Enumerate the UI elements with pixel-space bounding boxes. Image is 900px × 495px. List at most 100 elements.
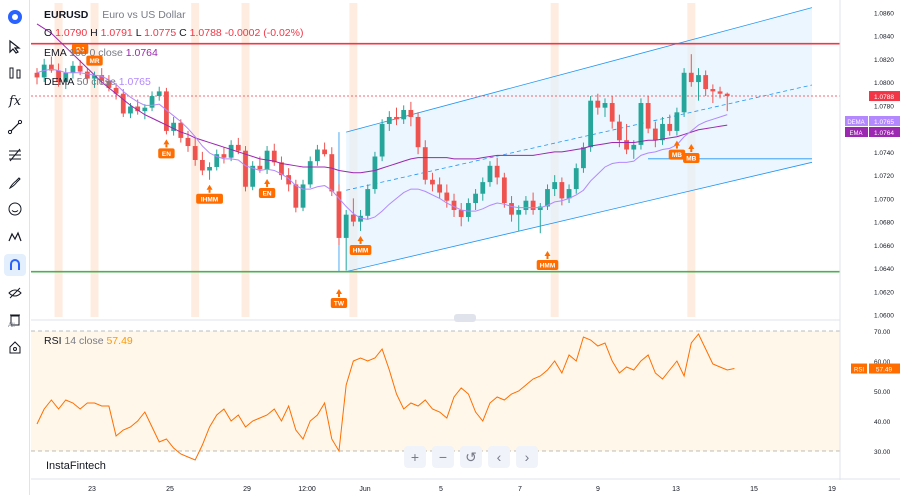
- candle-body: [271, 150, 277, 163]
- emoji-icon[interactable]: [4, 198, 26, 220]
- zoom-in-button[interactable]: +: [404, 446, 426, 468]
- candle-body: [501, 177, 507, 204]
- trash-icon[interactable]: [4, 308, 26, 330]
- zoom-out-button[interactable]: −: [432, 446, 454, 468]
- fib-icon[interactable]: [4, 144, 26, 166]
- annotation-arrow-stem: [266, 183, 269, 187]
- annotation-arrow: [357, 235, 364, 241]
- price-legend: EURUSD Euro vs US Dollar: [44, 9, 186, 22]
- price-tick-label: 1.0720: [874, 173, 894, 180]
- rsi-legend[interactable]: RSI 14 close 57.49: [44, 335, 133, 348]
- candle-body: [99, 75, 105, 81]
- candle-body: [142, 107, 148, 112]
- annotation-label: IHMM: [201, 196, 218, 203]
- time-tick-label: 25: [166, 486, 174, 493]
- candle-body: [178, 122, 184, 138]
- rsi-tick-label: 50.00: [874, 389, 891, 396]
- candle-body: [77, 65, 83, 72]
- annotation-arrow: [335, 289, 342, 294]
- candle-body: [466, 203, 471, 217]
- cursor-icon[interactable]: [4, 36, 26, 58]
- candle-body: [185, 137, 191, 147]
- time-tick-label: 7: [518, 486, 522, 493]
- candle-body: [652, 128, 658, 141]
- annotation-badge: [330, 298, 348, 308]
- price-tick-label: 1.0860: [874, 10, 894, 17]
- channel-fill: [346, 7, 812, 272]
- candle-body: [631, 144, 637, 150]
- price-tick-label: 1.0800: [874, 80, 894, 87]
- open-label: O: [44, 27, 53, 39]
- candle-body: [48, 64, 54, 71]
- candle-body: [451, 200, 457, 211]
- dema-params: 50 close: [76, 76, 116, 88]
- eye-off-icon[interactable]: [4, 282, 26, 304]
- candle-body: [164, 91, 169, 131]
- annotation-label: TW: [334, 301, 345, 308]
- candle-body: [638, 103, 644, 145]
- candle-body: [710, 89, 716, 92]
- candle-body: [386, 116, 392, 124]
- dema-legend[interactable]: DEMA 50 close 1.0765: [44, 76, 151, 89]
- time-tick-label: 29: [243, 486, 251, 493]
- candle-body: [588, 100, 594, 148]
- indicator-tag-label: DEMA: [847, 120, 864, 126]
- candle-body: [34, 72, 40, 78]
- scroll-left-button[interactable]: ‹: [488, 446, 510, 468]
- candle-body: [667, 123, 673, 131]
- time-tick-label: 19: [828, 486, 836, 493]
- price-tag: [869, 127, 900, 137]
- scroll-right-button[interactable]: ›: [516, 446, 538, 468]
- candle-body: [681, 72, 687, 113]
- rsi-value-tag-label: 57.49: [876, 367, 893, 374]
- dema-name: DEMA: [44, 76, 74, 88]
- magnet-icon[interactable]: [4, 254, 26, 276]
- annotation-label: HMM: [353, 247, 369, 254]
- candle-body: [365, 189, 371, 216]
- close-label: C: [179, 27, 187, 39]
- rsi-tick-label: 70.00: [874, 329, 891, 336]
- brush-icon[interactable]: [4, 172, 26, 194]
- price-tick-label: 1.0600: [874, 313, 894, 320]
- trend-line-icon[interactable]: [4, 62, 26, 84]
- candle-body: [559, 182, 565, 199]
- annotation-badge: [71, 43, 89, 54]
- reset-icon[interactable]: ↺: [460, 446, 482, 468]
- annotation-badge: [86, 55, 103, 66]
- candle-body: [609, 103, 615, 122]
- dema-value: 1.0765: [118, 76, 151, 88]
- annotation-label: EN: [162, 151, 171, 158]
- indicator-tag: [845, 127, 868, 137]
- pane-resize-handle[interactable]: [454, 314, 476, 322]
- candle-body: [41, 64, 47, 78]
- annotation-badge: [258, 187, 276, 198]
- annotation-label: HMM: [540, 263, 556, 270]
- annotation-arrow-stem: [165, 144, 168, 148]
- rsi-tick-label: 40.00: [874, 419, 891, 426]
- ema-name: EMA: [44, 47, 67, 59]
- time-tick-label: 9: [596, 486, 600, 493]
- candle-body: [113, 87, 119, 94]
- price-tick-label: 1.0660: [874, 243, 894, 250]
- candle-body: [56, 70, 61, 83]
- candle-body: [279, 162, 284, 176]
- candle-body: [243, 150, 248, 187]
- function-icon[interactable]: fx: [8, 93, 22, 109]
- candle-body: [84, 71, 90, 79]
- close-value: 1.0788: [189, 27, 222, 39]
- price-tick-label: 1.0820: [874, 57, 894, 64]
- candle-body: [358, 215, 363, 222]
- channel-upper-line: [346, 7, 813, 133]
- symbol-label[interactable]: EURUSD: [44, 9, 89, 21]
- logo-icon[interactable]: [4, 6, 26, 28]
- candle-body: [696, 75, 701, 83]
- rsi-tag: [851, 363, 867, 374]
- line-tool-icon[interactable]: [4, 116, 26, 138]
- pattern-icon[interactable]: [4, 226, 26, 248]
- candle-body: [128, 106, 133, 114]
- ema-legend[interactable]: EMA 100 0 close 1.0764: [44, 47, 158, 60]
- annotation-arrow: [673, 140, 680, 146]
- lock-icon[interactable]: [4, 336, 26, 358]
- annotation-arrow-stem: [675, 145, 678, 149]
